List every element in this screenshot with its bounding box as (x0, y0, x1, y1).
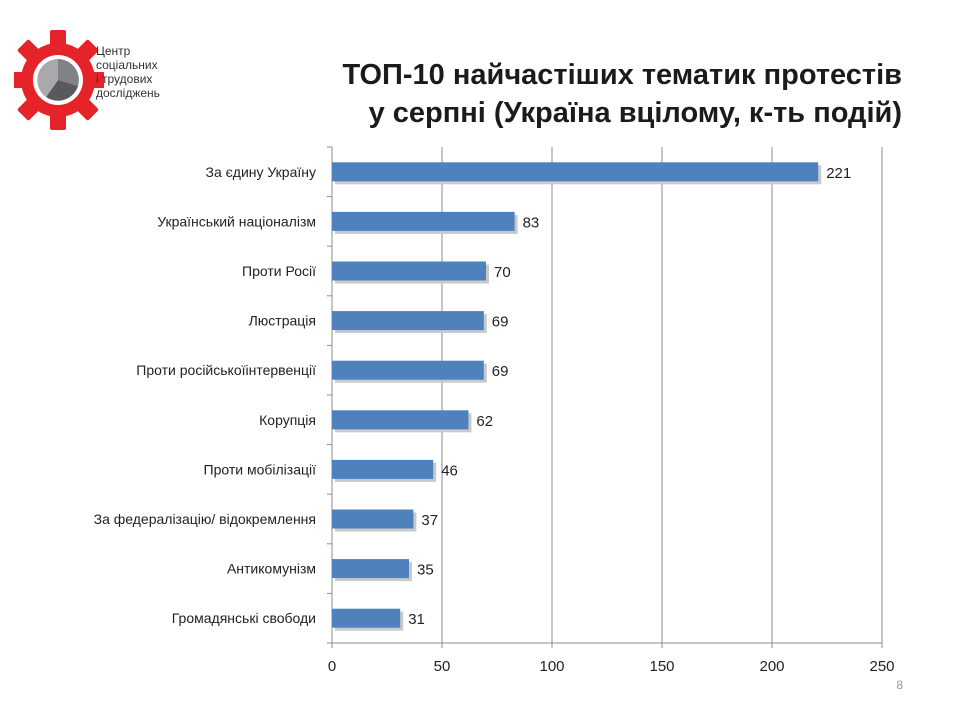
logo-text: Центр соціальних і трудових досліджень (96, 44, 186, 100)
logo-line: і трудових (96, 72, 153, 86)
data-label: 221 (826, 165, 851, 182)
x-tick-label: 50 (434, 658, 451, 675)
bar (332, 459, 434, 479)
bar (332, 211, 515, 231)
data-label: 83 (523, 214, 540, 231)
x-tick-label: 100 (539, 658, 564, 675)
bar (332, 608, 401, 628)
bar (332, 261, 486, 281)
data-label: 31 (408, 611, 425, 628)
bar (332, 509, 414, 529)
category-label: Громадянські свободи (172, 610, 316, 626)
x-tick-label: 150 (649, 658, 674, 675)
bar (332, 559, 409, 579)
category-label: За федералізацію/ відокремлення (94, 511, 316, 527)
slide-title: ТОП-10 найчастіших тематик протестів у с… (262, 56, 902, 132)
data-label: 62 (476, 413, 493, 430)
data-label: 37 (421, 512, 438, 529)
category-label: Антикомунізм (227, 561, 316, 577)
title-line-1: ТОП-10 найчастіших тематик протестів (342, 59, 902, 91)
bar (332, 162, 819, 182)
category-label: Проти російськоїінтервенції (136, 362, 316, 378)
gear-icon (14, 30, 104, 130)
bar (332, 311, 484, 331)
logo-line: Центр (96, 44, 131, 58)
category-label: Проти Росії (242, 263, 316, 279)
data-label: 35 (417, 562, 434, 579)
data-label: 69 (492, 314, 509, 331)
category-label: Корупція (259, 412, 316, 428)
logo-line: досліджень (96, 86, 160, 100)
data-label: 70 (494, 264, 511, 281)
bar (332, 410, 469, 430)
category-label: Український націоналізм (157, 213, 316, 229)
title-line-2: у серпні (Україна вцілому, к-ть подій) (368, 97, 902, 129)
pie-icon (37, 59, 79, 101)
x-tick-label: 250 (869, 658, 894, 675)
category-label: Люстрація (249, 313, 316, 329)
category-label: За єдину Україну (206, 164, 316, 180)
page-number: 8 (896, 678, 903, 692)
gear-pie-chart-icon (14, 30, 104, 130)
logo (14, 24, 174, 134)
x-tick-label: 0 (328, 658, 336, 675)
data-label: 69 (492, 363, 509, 380)
x-tick-label: 200 (759, 658, 784, 675)
category-label: Проти мобілізації (204, 461, 317, 477)
data-label: 46 (441, 462, 458, 479)
bar (332, 360, 484, 380)
logo-line: соціальних (96, 58, 158, 72)
